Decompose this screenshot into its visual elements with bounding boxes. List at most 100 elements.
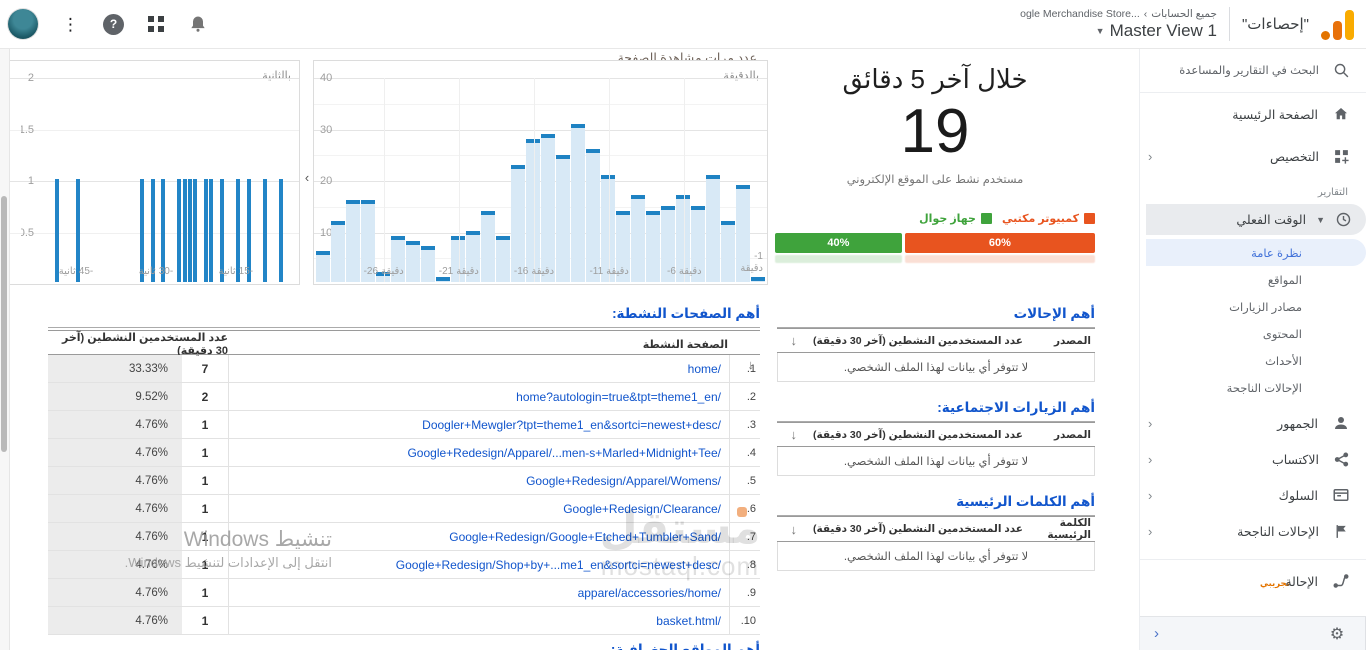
- sidebar-item-flag[interactable]: الإحالات الناجحة ‹: [1140, 513, 1366, 549]
- minute-bar[interactable]: [661, 205, 675, 282]
- apps-grid-icon[interactable]: [148, 16, 164, 32]
- page-scrollbar[interactable]: [0, 48, 10, 650]
- page-link[interactable]: Google+Redesign/Clearance/: [228, 495, 730, 522]
- minute-bar[interactable]: [496, 236, 510, 282]
- admin-gear-icon[interactable]: ⚙: [1309, 617, 1366, 650]
- device-split-segment[interactable]: 40%: [775, 233, 902, 254]
- sidebar-item-person[interactable]: الجمهور ‹: [1140, 405, 1366, 441]
- sidebar-item-attribution[interactable]: الإحالة تجريبي: [1140, 559, 1366, 602]
- page-link[interactable]: apparel/accessories/home/: [228, 579, 730, 606]
- minute-bar[interactable]: [436, 276, 450, 282]
- page-link[interactable]: basket.html/: [228, 607, 730, 634]
- minute-bar[interactable]: [346, 200, 360, 282]
- minute-bar[interactable]: [511, 164, 525, 282]
- minute-bar[interactable]: [481, 210, 495, 282]
- page-link[interactable]: home?autologin=true&tpt=theme1_en/: [228, 383, 730, 410]
- sidebar-item-overview-active[interactable]: نظرة عامة: [1146, 239, 1366, 266]
- sidebar-item-realtime[interactable]: ▼ الوقت الفعلي: [1146, 204, 1366, 235]
- sort-arrow-icon[interactable]: ↓: [747, 357, 755, 372]
- sidebar-item-realtime-child[interactable]: المواقع: [1267, 274, 1302, 287]
- page-link[interactable]: Google+Redesign/Google+Etched+Tumbler+Sa…: [228, 523, 730, 550]
- minute-bar[interactable]: [616, 210, 630, 282]
- second-bar[interactable]: [187, 179, 192, 282]
- second-bar[interactable]: [278, 179, 283, 282]
- overflow-menu-icon[interactable]: ⋮: [62, 14, 79, 34]
- sort-arrow-icon[interactable]: ↓: [790, 427, 798, 442]
- help-icon[interactable]: ?: [103, 13, 124, 35]
- collapse-sidebar-chevron-icon[interactable]: ›: [1154, 625, 1159, 642]
- minute-bar[interactable]: [361, 200, 375, 282]
- users-header[interactable]: عدد المستخدمين النشطين (آخر 30 دقيقة): [813, 523, 1023, 535]
- minute-bar[interactable]: [556, 154, 570, 282]
- minute-bar[interactable]: [586, 149, 600, 282]
- breadcrumb-all-accounts[interactable]: جميع الحسابات: [1151, 7, 1217, 20]
- second-bar[interactable]: [150, 179, 155, 282]
- second-bar[interactable]: [246, 179, 251, 282]
- second-bar[interactable]: [182, 179, 187, 282]
- second-bar[interactable]: [177, 179, 182, 282]
- minute-bar[interactable]: [721, 220, 735, 282]
- minute-bar[interactable]: [736, 185, 750, 282]
- source-header[interactable]: المصدر: [1053, 428, 1091, 441]
- minute-bar[interactable]: [526, 139, 540, 282]
- second-bar[interactable]: [161, 179, 166, 282]
- chevron-expand-icon[interactable]: ‹: [1148, 487, 1153, 503]
- second-bar[interactable]: [54, 179, 59, 282]
- minute-bar[interactable]: [646, 210, 660, 282]
- minute-bar[interactable]: [751, 276, 765, 282]
- chevron-expand-icon[interactable]: ‹: [1148, 523, 1153, 539]
- chart-collapse-handle[interactable]: ‹: [304, 169, 310, 185]
- minute-bar[interactable]: [541, 134, 555, 282]
- page-link[interactable]: Google+Redesign/Shop+by+...me1_en&sortci…: [228, 551, 730, 578]
- second-bar[interactable]: [235, 179, 240, 282]
- sidebar-item-share[interactable]: الاكتساب ‹: [1140, 441, 1366, 477]
- users-header[interactable]: عدد المستخدمين النشطين (آخر 30 دقيقة): [813, 334, 1023, 347]
- sidebar-item-realtime-child[interactable]: المحتوى: [1262, 328, 1302, 341]
- sidebar-item-browser[interactable]: السلوك ‹: [1140, 477, 1366, 513]
- notifications-bell-icon[interactable]: [188, 14, 208, 34]
- minute-bar[interactable]: [706, 174, 720, 282]
- minute-bar[interactable]: [571, 123, 585, 282]
- minute-bar[interactable]: [391, 236, 405, 282]
- breadcrumb[interactable]: جميع الحسابات › ...ogle Merchandise Stor…: [1020, 8, 1217, 20]
- minute-bar[interactable]: [406, 241, 420, 282]
- second-bar[interactable]: [76, 179, 80, 282]
- users-header[interactable]: عدد المستخدمين النشطين (آخر 30 دقيقة): [813, 428, 1023, 441]
- second-bar[interactable]: [209, 179, 214, 282]
- chevron-expand-icon[interactable]: ‹: [1148, 415, 1153, 431]
- sidebar-item-home[interactable]: الصفحة الرئيسية: [1140, 93, 1366, 135]
- minute-bar[interactable]: [691, 205, 705, 282]
- keyword-header[interactable]: الكلمة الرئيسية: [1047, 517, 1091, 541]
- minute-bar[interactable]: [376, 271, 390, 282]
- page-scrollbar-thumb[interactable]: [1, 196, 7, 452]
- sort-arrow-icon[interactable]: ↓: [790, 333, 798, 348]
- sidebar-item-realtime-child[interactable]: الأحداث: [1265, 355, 1302, 368]
- search-reports[interactable]: البحث في التقارير والمساعدة: [1140, 48, 1366, 93]
- second-bar[interactable]: [139, 179, 144, 282]
- chevron-expand-icon[interactable]: ‹: [1148, 148, 1153, 164]
- device-split-segment[interactable]: 60%: [904, 233, 1095, 254]
- page-link[interactable]: Doogler+Mewgler?tpt=theme1_en&sortci=new…: [228, 411, 730, 438]
- minute-bar[interactable]: [421, 246, 435, 282]
- user-avatar[interactable]: [8, 9, 38, 39]
- chevron-expand-icon[interactable]: ‹: [1148, 451, 1153, 467]
- second-bar[interactable]: [219, 179, 224, 282]
- page-link[interactable]: Google+Redesign/Apparel/...men-s+Marled+…: [228, 439, 730, 466]
- minute-bar[interactable]: [601, 174, 615, 282]
- breadcrumb-property[interactable]: ...ogle Merchandise Store: [1020, 7, 1140, 20]
- sidebar-item-realtime-child[interactable]: الإحالات الناجحة: [1226, 382, 1302, 395]
- sort-arrow-icon[interactable]: ↓: [790, 521, 798, 537]
- page-column-header[interactable]: الصفحة النشطة: [642, 338, 728, 351]
- minute-bar[interactable]: [331, 220, 345, 282]
- page-link[interactable]: Google+Redesign/Apparel/Womens/: [228, 467, 730, 494]
- second-bar[interactable]: [203, 179, 208, 282]
- sidebar-item-realtime-child[interactable]: مصادر الزيارات: [1229, 301, 1302, 314]
- users-column-header[interactable]: عدد المستخدمين النشطين (آخر 30 دقيقة): [61, 332, 228, 357]
- minute-bar[interactable]: [631, 195, 645, 282]
- sidebar-item-customization[interactable]: التخصيص ‹: [1140, 135, 1366, 177]
- source-header[interactable]: المصدر: [1053, 334, 1091, 347]
- minute-bar[interactable]: [316, 251, 330, 282]
- page-link[interactable]: home/: [228, 355, 730, 382]
- view-selector[interactable]: ▼ Master View 1: [1096, 21, 1217, 41]
- second-bar[interactable]: [262, 179, 267, 282]
